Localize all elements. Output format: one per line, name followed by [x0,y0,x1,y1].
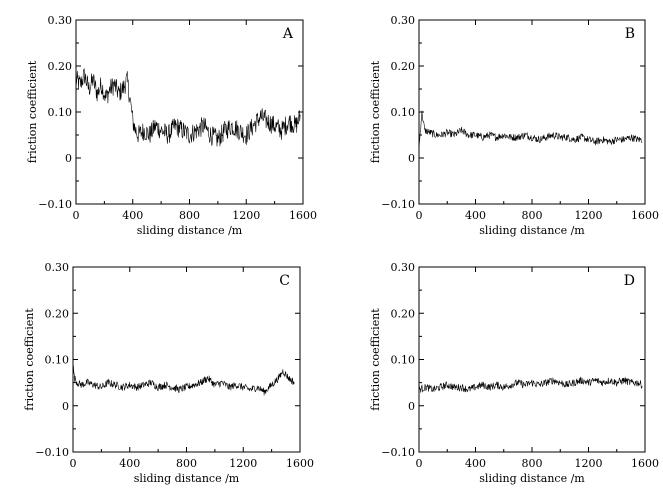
plot-frame [418,19,646,205]
y-tick-label: 0.10 [48,106,73,119]
chart-panel-c: 0 400 800 1200 1600−0.1000.100.200.30sliding… [23,261,314,485]
plot-frame [418,266,646,453]
x-tick-label: 800 [522,457,543,470]
x-tick-label: 1200 [229,457,257,470]
y-tick-label: 0 [408,152,415,165]
y-tick-label: 0.30 [48,14,73,27]
y-tick-label: 0.10 [45,354,70,367]
x-tick-label: 800 [522,209,543,222]
y-tick-label: 0.20 [48,60,73,73]
x-tick-label: 0 [416,209,423,222]
x-tick-label: 1600 [631,457,659,470]
y-tick-label: −0.10 [381,446,415,459]
y-axis-label: friction coefficient [23,308,36,411]
y-tick-label: 0.30 [391,14,416,27]
y-tick-label: 0.20 [391,307,416,320]
x-tick-label: 1200 [575,209,603,222]
y-tick-label: 0.10 [391,354,416,367]
y-tick-label: 0 [65,152,72,165]
x-axis-label: sliding distance /m [137,224,243,237]
series-line [75,68,301,147]
x-tick-label: 0 [70,457,77,470]
x-tick-label: 400 [465,209,486,222]
plot-frame [72,266,301,453]
x-tick-label: 400 [119,457,140,470]
y-tick-label: 0.30 [45,261,70,274]
x-tick-label: 1200 [575,457,603,470]
y-axis-label: friction coefficient [369,60,382,163]
series-line [418,376,643,393]
series-line [72,365,295,396]
y-tick-label: 0 [408,400,415,413]
y-tick-label: 0.30 [391,261,416,274]
x-tick-label: 0 [416,457,423,470]
panel-letter: B [625,26,635,42]
x-tick-label: 400 [122,209,143,222]
y-tick-label: −0.10 [381,198,415,211]
y-tick-label: 0 [62,400,69,413]
x-axis-label: sliding distance /m [134,472,240,485]
chart-panel-b: 0 400 800 1200 1600−0.1000.100.200.30sliding… [369,14,659,237]
x-tick-label: 1600 [289,209,317,222]
y-tick-label: 0.20 [45,307,70,320]
x-tick-label: 1600 [286,457,314,470]
y-axis-label: friction coefficient [26,60,39,163]
y-tick-label: −0.10 [38,198,72,211]
chart-panel-d: 0 400 800 1200 1600−0.1000.100.200.30sliding… [369,261,659,485]
panel-letter: C [279,273,290,289]
x-tick-label: 1600 [631,209,659,222]
x-tick-label: 400 [465,457,486,470]
chart-panel-a: 0 400 800 1200 1600−0.1000.100.200.30sliding… [26,14,317,237]
y-tick-label: 0.10 [391,106,416,119]
x-tick-label: 800 [176,457,197,470]
panel-letter: D [624,273,635,289]
x-tick-label: 1200 [232,209,260,222]
plot-frame [75,19,304,205]
panel-letter: A [282,26,294,42]
series-line [418,110,643,152]
y-tick-label: 0.20 [391,60,416,73]
x-tick-label: 0 [73,209,80,222]
y-axis-label: friction coefficient [369,308,382,411]
x-axis-label: sliding distance /m [479,224,585,237]
y-tick-label: −0.10 [35,446,69,459]
x-tick-label: 800 [179,209,200,222]
x-axis-label: sliding distance /m [479,472,585,485]
